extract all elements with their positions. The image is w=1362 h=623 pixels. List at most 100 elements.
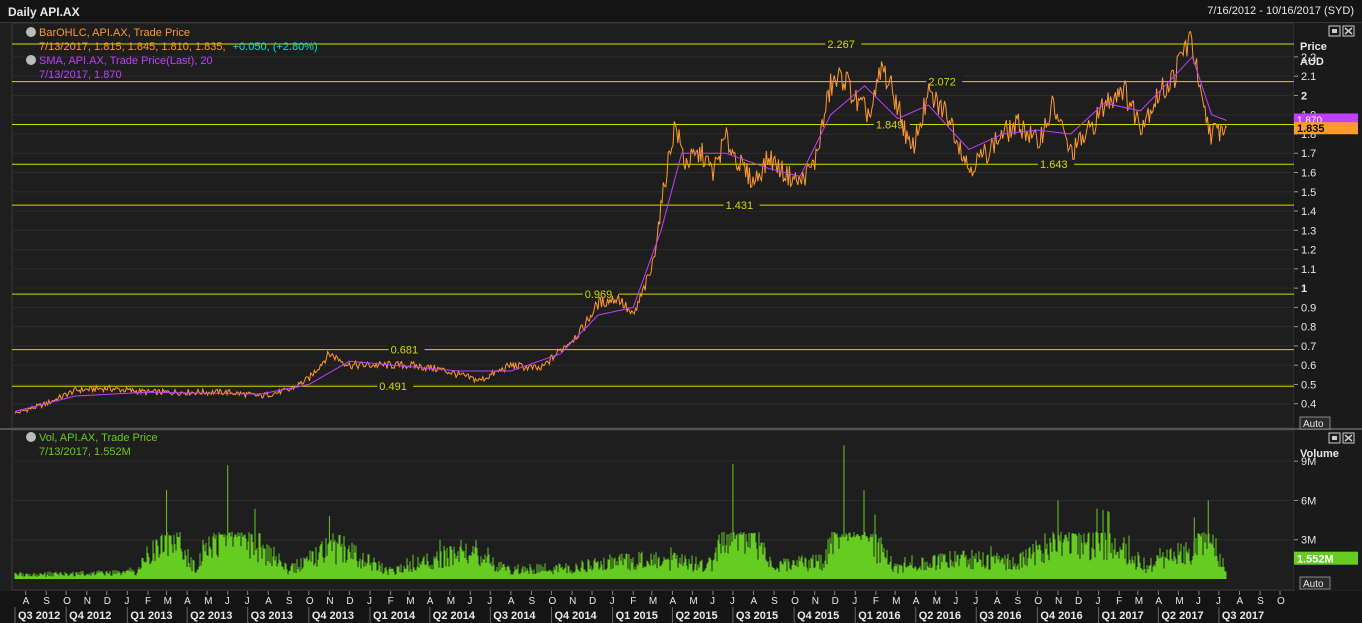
price-tick-label: 2.2	[1301, 52, 1316, 64]
sma-line-path	[14, 55, 1227, 412]
price-axis-ticks: 0.4 0.5 0.6 0.7 0.8 0.9 1 1.1 1.2 1.3 1.4 1.5 1.6 1.7…	[1294, 52, 1316, 411]
volume-tick-label: 9M	[1301, 456, 1316, 468]
sma-legend-icon[interactable]	[26, 55, 36, 65]
bar-legend-title: BarOHLC, API.AX, Trade Price	[39, 27, 190, 39]
level-label-bg	[1038, 158, 1075, 171]
bar-legend-icon[interactable]	[26, 27, 36, 37]
month-tick-label: A	[427, 596, 434, 607]
maximize-volume-button[interactable]	[1328, 432, 1341, 444]
quarter-label: Q1 2014	[373, 610, 416, 622]
month-tick-label: S	[1014, 596, 1021, 607]
month-tick-label: M	[1135, 596, 1143, 607]
price-axis-title: Price	[1300, 41, 1327, 53]
quarter-axis-labels: Q3 2012 Q4 2012 Q1 2013 Q2 2013 Q3 2013 Q4 20…	[14, 607, 1264, 623]
close-volume-button[interactable]	[1342, 432, 1355, 444]
month-tick-label: A	[669, 596, 676, 607]
price-tick-label: 1.4	[1301, 206, 1316, 218]
price-tick-label: 1.7	[1301, 148, 1316, 160]
volume-panel-controls	[1328, 432, 1355, 444]
price-tick-label: 1.6	[1301, 168, 1316, 180]
month-tick-label: M	[204, 596, 212, 607]
month-tick-label: F	[1116, 596, 1122, 607]
month-tick-label: J	[124, 596, 129, 607]
vol-legend-icon[interactable]	[26, 432, 36, 442]
level-label-bg	[388, 343, 425, 356]
last-volume-tag: 1.552M	[1294, 551, 1358, 566]
level-label-bg	[926, 75, 963, 88]
vol-legend-values: 7/13/2017, 1.552M	[39, 446, 131, 458]
month-tick-label: J	[1216, 596, 1221, 607]
price-tick-label: 2.1	[1301, 71, 1316, 83]
quarter-label: Q1 2016	[858, 610, 900, 622]
price-tick-label: 1.1	[1301, 264, 1316, 276]
month-tick-label: J	[1096, 596, 1101, 607]
date-range: 7/16/2012 - 10/16/2017 (SYD)	[1207, 5, 1354, 17]
horizontal-levels: 2.267 2.072 1.849 1.643 1.431 0.969 0.681 0.491	[12, 37, 1294, 393]
volume-legend: Vol, API.AX, Trade Price 7/13/2017, 1.55…	[26, 432, 158, 458]
quarter-label: Q4 2016	[1040, 610, 1082, 622]
month-tick-label: J	[1196, 596, 1201, 607]
month-tick-label: A	[508, 596, 515, 607]
price-tick-label: 0.9	[1301, 302, 1316, 314]
month-tick-label: N	[1055, 596, 1062, 607]
price-auto-button[interactable]: Auto	[1299, 416, 1331, 430]
volume-axis-title: Volume	[1300, 448, 1339, 460]
month-tick-label: A	[994, 596, 1001, 607]
close-icon	[1344, 27, 1353, 35]
quarter-label: Q3 2017	[1222, 610, 1264, 622]
quarter-label: Q3 2012	[18, 610, 60, 622]
quarter-label: Q3 2013	[251, 610, 293, 622]
maximize-price-button[interactable]	[1328, 25, 1341, 37]
volume-auto-button[interactable]: Auto	[1299, 576, 1331, 590]
last-price-tag: 1.835	[1294, 122, 1358, 135]
sma-value-label: 1.870	[1297, 115, 1322, 126]
volume-gridlines	[12, 460, 1294, 541]
month-tick-label: M	[164, 596, 172, 607]
level-label-bg	[825, 37, 862, 50]
price-plot-area	[11, 23, 1295, 429]
month-tick-label: A	[1155, 596, 1162, 607]
close-price-button[interactable]	[1342, 25, 1355, 37]
month-tick-label: N	[326, 596, 333, 607]
quarter-label: Q4 2015	[797, 610, 839, 622]
month-tick-label: J	[467, 596, 472, 607]
quarter-label: Q4 2014	[554, 610, 597, 622]
month-tick-label: M	[892, 596, 900, 607]
bar-legend-change: +0.050, (+2.80%)	[233, 41, 318, 53]
horizontal-level-label: 1.431	[726, 200, 754, 212]
month-tick-label: M	[689, 596, 697, 607]
month-tick-label: A	[265, 596, 272, 607]
volume-axis-ticks: 3M 6M 9M	[1294, 456, 1316, 547]
month-tick-label: A	[1236, 596, 1243, 607]
quarter-label: Q2 2017	[1161, 610, 1203, 622]
month-tick-label: A	[751, 596, 758, 607]
price-tick-label: 1.5	[1301, 187, 1316, 199]
price-tick-label: 1.3	[1301, 225, 1316, 237]
level-label-bg	[377, 380, 414, 393]
window-title: Daily API.AX	[8, 5, 80, 19]
quarter-label: Q2 2014	[433, 610, 476, 622]
horizontal-level-label: 2.267	[827, 39, 855, 51]
month-tick-label: D	[104, 596, 111, 607]
month-tick-label: A	[184, 596, 191, 607]
price-tick-label: 0.4	[1301, 399, 1316, 411]
volume-bars	[14, 445, 1227, 579]
horizontal-level-label: 0.681	[391, 345, 419, 357]
horizontal-level-label: 0.491	[379, 381, 407, 393]
price-auto-label: Auto	[1303, 419, 1324, 430]
last-volume-label: 1.552M	[1297, 554, 1334, 566]
maximize-icon	[1332, 29, 1337, 33]
month-tick-label: O	[1034, 596, 1042, 607]
month-tick-label: A	[913, 596, 920, 607]
month-tick-label: F	[873, 596, 879, 607]
quarter-label: Q4 2012	[69, 610, 111, 622]
quarter-label: Q3 2015	[736, 610, 778, 622]
month-tick-label: O	[306, 596, 314, 607]
quarter-label: Q1 2017	[1102, 610, 1144, 622]
volume-auto-label: Auto	[1303, 579, 1324, 590]
quarter-label: Q2 2016	[919, 610, 961, 622]
title-bar: Daily API.AX 7/16/2012 - 10/16/2017 (SYD…	[0, 0, 1362, 23]
month-tick-label: D	[346, 596, 353, 607]
month-tick-label: F	[630, 596, 636, 607]
sma-legend-values: 7/13/2017, 1.870	[39, 69, 122, 81]
